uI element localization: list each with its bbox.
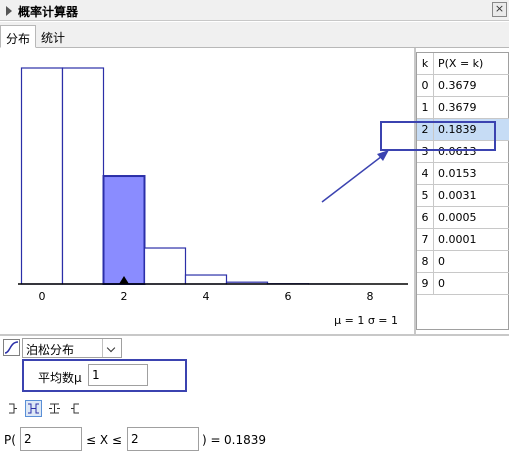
tab-distribution[interactable]: 分布 [0, 25, 37, 48]
two-tailed-icon[interactable] [46, 400, 63, 417]
table-row[interactable]: 3 0.0613 [417, 141, 509, 163]
left-tail-icon[interactable] [4, 400, 21, 417]
annotation-arrow [321, 152, 387, 203]
x-tick-label: 8 [367, 290, 374, 303]
prob-result: 0.1839 [224, 433, 266, 447]
header-p: P(X = k) [438, 57, 484, 70]
mean-param-input[interactable] [88, 364, 148, 386]
table-cell-p: 0.3679 [438, 79, 477, 92]
table-cell-p: 0 [438, 255, 445, 268]
table-cell-k: 1 [417, 97, 434, 118]
table-cell-k: 9 [417, 273, 434, 294]
mean-param-label: 平均数μ [38, 371, 82, 385]
table-row[interactable]: 1 0.3679 [417, 97, 509, 119]
prob-suffix: ) = [202, 433, 221, 447]
header-k: k [417, 53, 434, 74]
tab-bar: 分布 统计 [0, 22, 509, 48]
mean-marker-icon [119, 276, 129, 284]
bar-k-0 [20, 67, 64, 285]
table-row[interactable]: 4 0.0153 [417, 163, 509, 185]
table-cell-p: 0.0001 [438, 233, 477, 246]
table-cell-p: 0.0153 [438, 167, 477, 180]
x-tick-label: 4 [203, 290, 210, 303]
distribution-select[interactable]: 泊松分布 [22, 338, 122, 358]
table-cell-k: 2 [417, 119, 434, 140]
bar-k-1 [61, 67, 105, 285]
x-tick-label: 2 [121, 290, 128, 303]
table-cell-k: 7 [417, 229, 434, 250]
right-tail-icon[interactable] [67, 400, 84, 417]
table-cell-k: 5 [417, 185, 434, 206]
table-cell-p: 0.0005 [438, 211, 477, 224]
upper-bound-input[interactable] [127, 427, 199, 451]
table-cell-p: 0.0031 [438, 189, 477, 202]
table-cell-p: 0.3679 [438, 101, 477, 114]
x-tick-label: 0 [39, 290, 46, 303]
table-row[interactable]: 2 0.1839 [417, 119, 509, 141]
tab-statistics[interactable]: 统计 [41, 31, 66, 45]
stats-label: μ = 1 σ = 1 [334, 314, 398, 327]
bar-k-2 [102, 175, 146, 285]
distribution-chart[interactable]: 0 2 4 6 8 μ = 1 σ = 1 [0, 48, 414, 334]
table-row[interactable]: 6 0.0005 [417, 207, 509, 229]
collapse-arrow-icon[interactable] [6, 6, 12, 16]
table-header: k P(X = k) [417, 53, 509, 75]
bar-k-4 [184, 274, 228, 285]
table-cell-p: 0 [438, 277, 445, 290]
close-icon[interactable]: × [492, 2, 507, 17]
lower-bound-input[interactable] [20, 427, 82, 451]
table-cell-p: 0.0613 [438, 145, 477, 158]
distribution-select-value: 泊松分布 [26, 343, 75, 357]
interval-icon[interactable] [25, 400, 42, 417]
chevron-down-icon[interactable] [102, 339, 121, 357]
window-title: 概率计算器 [18, 5, 79, 19]
prob-middle: ≤ X ≤ [86, 433, 122, 447]
probability-table: k P(X = k) 0 0.3679 1 0.3679 2 0.1839 3 0.0613 4… [416, 52, 509, 330]
table-row[interactable]: 7 0.0001 [417, 229, 509, 251]
bar-k-3 [143, 247, 187, 285]
table-cell-k: 0 [417, 75, 434, 96]
section-separator [0, 334, 509, 336]
table-cell-p: 0.1839 [438, 123, 477, 136]
x-tick-label: 6 [285, 290, 292, 303]
cumulative-toggle-icon[interactable] [3, 339, 20, 356]
table-row[interactable]: 0 0.3679 [417, 75, 509, 97]
prob-prefix: P( [4, 433, 16, 447]
table-row[interactable]: 5 0.0031 [417, 185, 509, 207]
title-bar: 概率计算器 × [0, 0, 509, 21]
highlight-box-table-row [380, 121, 496, 151]
table-cell-k: 3 [417, 141, 434, 162]
highlight-box-mean-param [22, 359, 187, 392]
table-cell-k: 8 [417, 251, 434, 272]
annotation-arrowhead [377, 150, 389, 161]
panel-divider[interactable] [414, 48, 416, 334]
table-cell-k: 6 [417, 207, 434, 228]
table-cell-k: 4 [417, 163, 434, 184]
